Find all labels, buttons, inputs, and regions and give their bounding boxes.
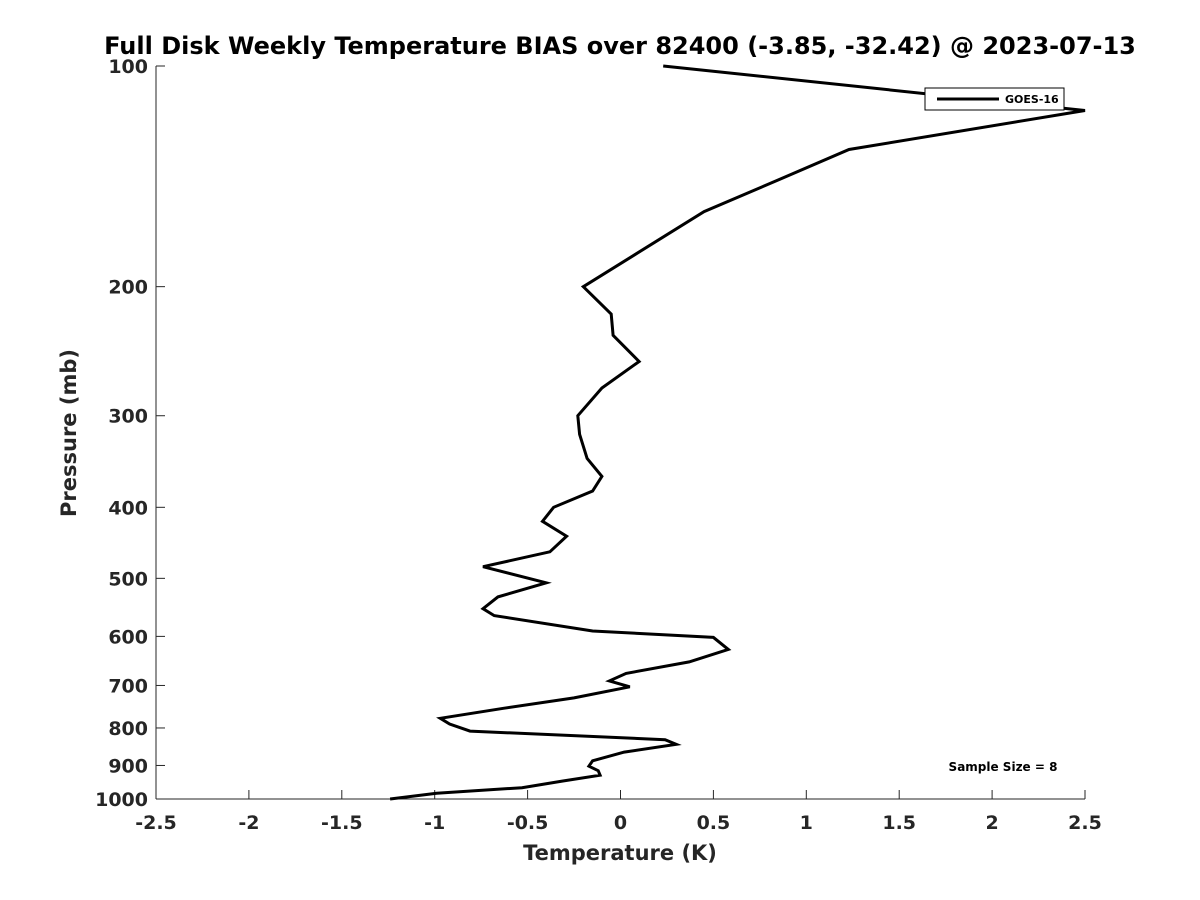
x-tick-label: 2.5 (1068, 812, 1102, 834)
y-tick-label: 700 (108, 675, 148, 697)
x-axis-ticks: -2.5 -2 -1.5 -1 -0.5 0 0.5 1 1.5 2 2.5 (135, 790, 1102, 834)
y-tick-label: 100 (108, 56, 148, 78)
sample-size-annotation: Sample Size = 8 (949, 760, 1058, 774)
x-tick-label: 2 (985, 812, 998, 834)
x-tick-label: 1 (800, 812, 813, 834)
x-tick-label: -0.5 (507, 812, 549, 834)
chart-title: Full Disk Weekly Temperature BIAS over 8… (104, 32, 1136, 60)
x-tick-label: 1.5 (882, 812, 916, 834)
y-tick-label: 300 (108, 406, 148, 428)
y-tick-label: 900 (108, 755, 148, 777)
y-tick-label: 1000 (95, 789, 148, 811)
legend-label-goes-16: GOES-16 (1005, 93, 1059, 106)
x-tick-label: 0 (614, 812, 627, 834)
series-line-goes-16 (389, 64, 1086, 801)
x-tick-label: -2.5 (135, 812, 177, 834)
y-tick-label: 400 (108, 497, 148, 519)
x-tick-label: -1 (424, 812, 445, 834)
y-tick-label: 200 (108, 277, 148, 299)
legend: GOES-16 (924, 87, 1065, 111)
series-group (389, 64, 1086, 801)
x-tick-label: -1.5 (321, 812, 363, 834)
y-tick-label: 500 (108, 568, 148, 590)
y-tick-label: 600 (108, 626, 148, 648)
x-tick-label: 0.5 (697, 812, 731, 834)
y-tick-label: 800 (108, 718, 148, 740)
y-axis-ticks: 100 200 300 400 500 600 700 800 900 1000 (95, 56, 165, 811)
x-tick-label: -2 (238, 812, 259, 834)
y-axis-label: Pressure (mb) (57, 349, 81, 517)
x-axis-label: Temperature (K) (523, 841, 717, 865)
